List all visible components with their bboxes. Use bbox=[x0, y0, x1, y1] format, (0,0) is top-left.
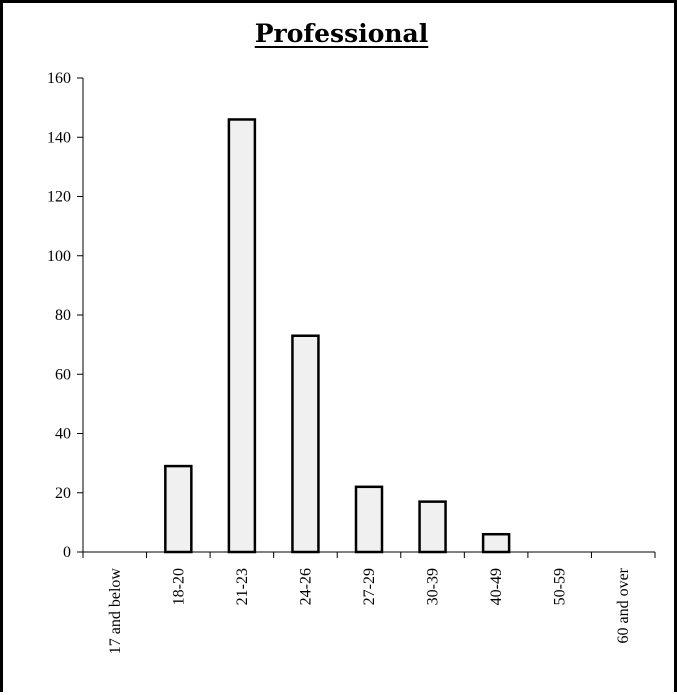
x-tick-label: 50-59 bbox=[552, 568, 569, 605]
bar bbox=[291, 334, 320, 554]
y-tick-label: 40 bbox=[55, 426, 71, 443]
bar bbox=[164, 464, 193, 554]
x-tick-label: 17 and below bbox=[107, 568, 124, 655]
x-tick-label: 40-49 bbox=[488, 568, 505, 605]
y-tick-label: 20 bbox=[55, 485, 71, 502]
bar bbox=[481, 532, 511, 554]
x-tick-label: 30-39 bbox=[425, 568, 442, 605]
y-tick-label: 0 bbox=[63, 544, 71, 561]
y-tick-label: 60 bbox=[55, 366, 71, 383]
y-tick-label: 80 bbox=[55, 307, 71, 324]
chart-title: Professional bbox=[254, 19, 429, 48]
y-tick-label: 120 bbox=[47, 189, 71, 206]
x-tick-label: 24-26 bbox=[297, 568, 314, 605]
x-tick-label: 27-29 bbox=[361, 568, 378, 605]
x-tick-label: 60 and over bbox=[615, 567, 632, 643]
x-tick-label: 21-23 bbox=[234, 568, 251, 605]
bar bbox=[227, 118, 257, 554]
x-tick-label: 18-20 bbox=[170, 568, 187, 605]
y-tick-label: 100 bbox=[47, 248, 71, 265]
bar bbox=[354, 485, 384, 554]
y-tick-label: 160 bbox=[47, 70, 71, 87]
plot-area: 0 20 40 60 80 100 120 140 160 17 and below 18-20 21… bbox=[47, 70, 656, 655]
y-tick-label: 140 bbox=[47, 129, 71, 146]
bar bbox=[418, 500, 447, 554]
